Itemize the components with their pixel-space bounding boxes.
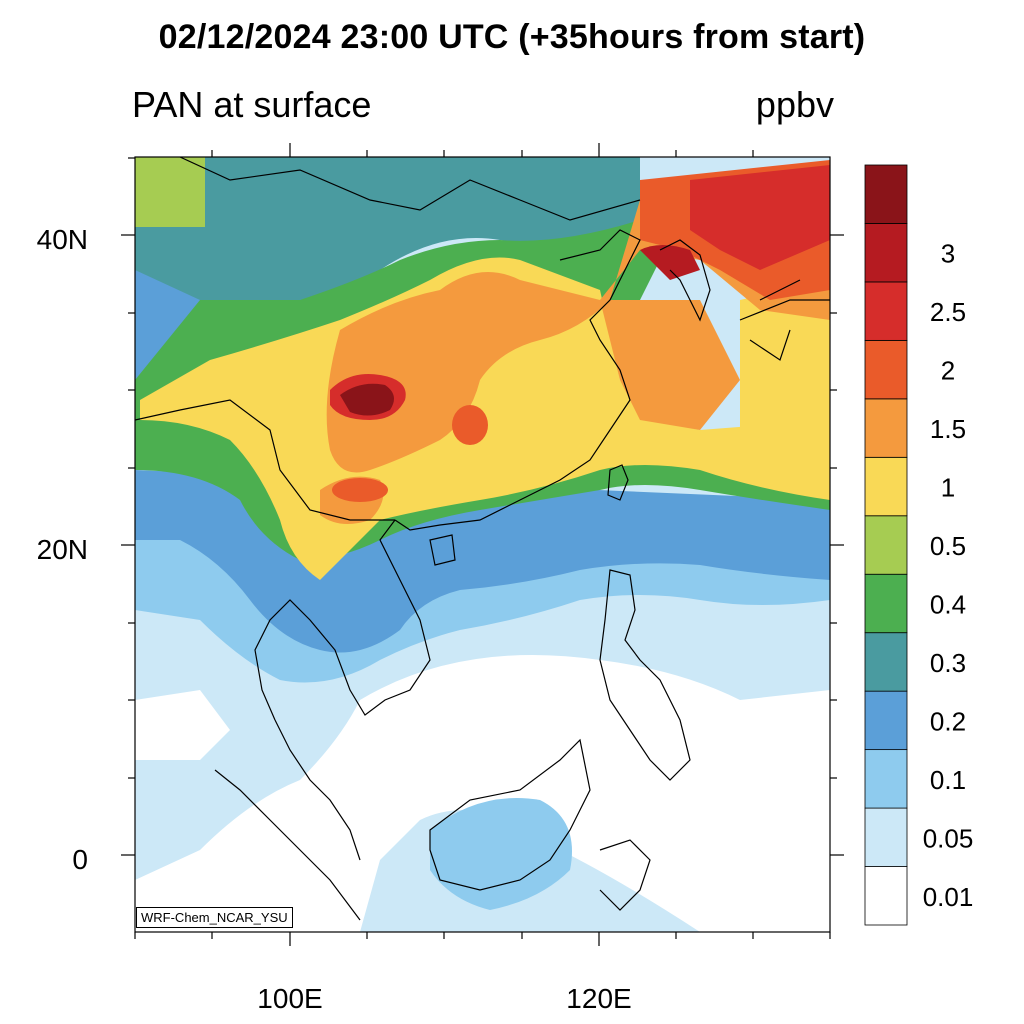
pan-concentration-field — [135, 157, 830, 932]
units-label: ppbv — [755, 84, 834, 125]
coastline-china — [394, 229, 641, 531]
coastline-korea — [659, 239, 711, 322]
colorbar-swatch — [864, 164, 908, 224]
map-title: 02/12/2024 23:00 UTC (+35hours from star… — [158, 18, 866, 56]
coastline-hainan — [429, 534, 456, 566]
border-mongolia — [179, 157, 641, 221]
lon-tick-label: 120E — [566, 983, 631, 1014]
colorbar-swatch — [864, 807, 908, 867]
colorbar-label: 2 — [941, 356, 955, 386]
band-below-0p01 — [135, 655, 830, 932]
colorbar-label: 1.5 — [930, 414, 966, 444]
band-1p5-blob — [452, 405, 488, 445]
coastlines — [135, 157, 830, 921]
colorbar: 0.01 0.05 0.1 0.2 0.3 0.4 0.5 1 1.5 2 2.5 3 — [864, 164, 974, 926]
band-3 — [340, 383, 394, 416]
variable-label: PAN at surface — [132, 84, 372, 125]
colorbar-swatch — [864, 515, 908, 575]
colorbar-swatch — [864, 223, 908, 283]
band-1p5-blob-south — [332, 478, 388, 502]
lat-tick-label: 0 — [72, 844, 88, 875]
band-0p5-east — [740, 280, 830, 430]
colorbar-label: 0.4 — [930, 589, 966, 619]
colorbar-label: 0.5 — [930, 531, 966, 561]
model-credit: WRF-Chem_NCAR_YSU — [136, 907, 293, 928]
colorbar-label: 2.5 — [930, 297, 966, 327]
colorbar-swatch — [864, 456, 908, 517]
coastline-philippines — [599, 569, 691, 781]
colorbar-swatch — [864, 339, 908, 400]
colorbar-swatch — [864, 866, 908, 926]
colorbar-label: 0.3 — [930, 648, 966, 678]
colorbar-label: 0.2 — [930, 706, 966, 736]
coastline-taiwan — [607, 464, 629, 501]
colorbar-swatch — [864, 749, 908, 809]
colorbar-label: 0.1 — [930, 765, 966, 795]
lon-tick-label: 100E — [257, 983, 322, 1014]
coastline-malay — [274, 719, 361, 861]
band-2 — [690, 165, 830, 270]
band-0p05-land — [430, 798, 572, 910]
coastline-borneo — [429, 738, 591, 891]
band-1-coast — [600, 300, 740, 430]
coastline-sulawesi — [599, 839, 651, 911]
colorbar-swatch — [864, 398, 908, 458]
colorbar-label: 3 — [941, 239, 955, 269]
colorbar-label: 1 — [941, 473, 955, 503]
colorbar-swatch — [864, 573, 908, 634]
colorbar-label: 0.01 — [923, 882, 974, 912]
colorbar-swatch — [864, 281, 908, 341]
coastline-japan — [739, 279, 830, 361]
lat-tick-label: 20N — [37, 534, 88, 565]
coastline-sumatra — [214, 769, 361, 921]
border-sw-china — [135, 399, 395, 521]
colorbar-label: 0.05 — [923, 823, 974, 853]
axis-ticks — [121, 143, 844, 946]
band-0p2 — [135, 157, 640, 300]
coastline-indochina — [254, 519, 431, 721]
band-below-0p01-west — [135, 690, 230, 760]
colorbar-swatch — [864, 632, 908, 692]
band-2p5 — [640, 245, 700, 280]
lat-tick-label: 40N — [37, 224, 88, 255]
band-0p4-nw — [135, 157, 205, 227]
colorbar-swatch — [864, 690, 908, 751]
